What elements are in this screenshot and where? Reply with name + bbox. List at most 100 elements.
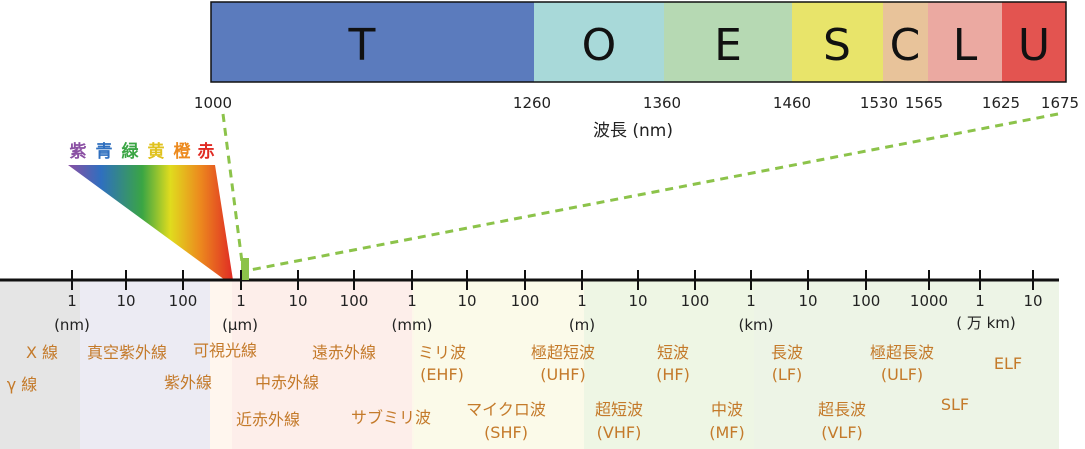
band-letter-c: C	[890, 20, 921, 71]
bg-visible	[210, 280, 232, 449]
region-mf-abbr: (MF)	[709, 423, 745, 442]
region-lf-abbr: (LF)	[772, 365, 803, 384]
region-elf: ELF	[994, 354, 1022, 373]
axis-tick-label: 100	[852, 292, 881, 310]
band-edge-label: 1260	[513, 94, 551, 112]
band-e	[664, 2, 792, 82]
region-vacuum-uv: 真空紫外線	[87, 343, 167, 362]
region-mid-ir: 中赤外線	[255, 373, 319, 392]
region-vhf: 超短波	[595, 400, 643, 419]
region-slf: SLF	[941, 395, 969, 414]
prism-color-red: 赤	[198, 141, 215, 162]
wavelength-axis-label: 波長 (nm)	[593, 121, 673, 141]
band-letter-t: T	[348, 20, 376, 71]
bg-radio-short	[584, 280, 754, 449]
region-ulf-abbr: (ULF)	[881, 365, 923, 384]
band-letter-o: O	[582, 20, 617, 71]
optical-band-bar: T O E S C L U	[210, 1, 1067, 83]
prism-color-yellow: 黄	[148, 141, 165, 162]
unit-label-km: (km)	[738, 316, 773, 334]
band-edge-label: 1360	[643, 94, 681, 112]
wavelength-axis: 1 10 100 1 10 100 1 10 100 1 10 100 1 10 100 1000 1 10	[0, 258, 1059, 310]
axis-tick-label: 1	[577, 292, 587, 310]
region-xray: X 線	[26, 343, 58, 362]
region-millimeter-abbr: (EHF)	[420, 365, 464, 384]
axis-tick-label: 10	[798, 292, 817, 310]
bg-submillimeter	[412, 280, 414, 449]
band-letter-e: E	[714, 20, 742, 71]
region-hf: 短波	[657, 343, 689, 362]
bg-infrared	[232, 280, 412, 449]
bg-xray-gamma	[0, 280, 80, 449]
region-millimeter: ミリ波	[418, 343, 466, 362]
prism-color-green: 緑	[122, 141, 140, 162]
band-o	[534, 2, 664, 82]
visible-prism: 紫 青 緑 黄 橙 赤	[68, 141, 233, 280]
region-far-ir: 遠赤外線	[312, 343, 376, 362]
axis-tick-label: 10	[457, 292, 476, 310]
axis-tick-label: 100	[511, 292, 540, 310]
region-uhf: 極超短波	[531, 343, 595, 362]
band-c	[883, 2, 928, 82]
axis-tick-label: 100	[681, 292, 710, 310]
band-edge-label: 1565	[905, 94, 943, 112]
optical-band-marker	[241, 258, 249, 280]
band-letter-l: L	[953, 20, 978, 71]
band-s	[792, 2, 883, 82]
axis-tick-label: 1	[236, 292, 246, 310]
region-uhf-abbr: (UHF)	[540, 365, 585, 384]
band-u	[1002, 2, 1066, 82]
bg-microwave	[414, 280, 584, 449]
band-letter-u: U	[1018, 20, 1050, 71]
region-vhf-abbr: (VHF)	[597, 423, 642, 442]
axis-tick-label: 1	[407, 292, 417, 310]
bg-ultraviolet	[80, 280, 210, 449]
zoom-guide-lines	[221, 112, 1059, 272]
axis-tick-label: 1	[746, 292, 756, 310]
band-edge-label: 1625	[982, 94, 1020, 112]
rainbow-fan	[68, 165, 233, 280]
unit-label-m: (m)	[569, 316, 595, 334]
axis-tick-label: 10	[1023, 292, 1042, 310]
band-l	[928, 2, 1002, 82]
region-microwave-abbr: (SHF)	[484, 423, 528, 442]
axis-tick-label: 10	[116, 292, 135, 310]
region-vlf: 超長波	[818, 400, 866, 419]
band-edge-label: 1000	[194, 94, 232, 112]
region-visible: 可視光線	[193, 341, 257, 360]
band-edge-label: 1675	[1041, 94, 1079, 112]
region-backgrounds	[0, 280, 1059, 449]
band-edge-label: 1530	[860, 94, 898, 112]
axis-tick-label: 1	[67, 292, 77, 310]
axis-tick-label: 1	[975, 292, 985, 310]
axis-tick-label: 1000	[910, 292, 948, 310]
prism-color-blue: 青	[96, 141, 113, 162]
unit-label-um: (μm)	[222, 316, 258, 334]
prism-color-orange: 橙	[174, 141, 192, 162]
band-bar-outline	[210, 1, 1067, 83]
region-gamma: γ 線	[7, 375, 38, 394]
region-microwave: マイクロ波	[466, 400, 546, 419]
region-hf-abbr: (HF)	[656, 365, 690, 384]
region-uv: 紫外線	[164, 373, 212, 392]
region-lf: 長波	[771, 343, 803, 362]
axis-tick-label: 100	[169, 292, 198, 310]
prism-color-violet: 紫	[70, 141, 87, 162]
region-mf: 中波	[711, 400, 743, 419]
region-submillimeter: サブミリ波	[351, 408, 431, 427]
zoom-line-left	[221, 113, 244, 263]
band-o-background	[211, 2, 534, 82]
bg-radio-long	[754, 280, 1059, 449]
axis-tick-label: 10	[288, 292, 307, 310]
region-labels: X 線 γ 線 真空紫外線 紫外線 可視光線 近赤外線 中赤外線 遠赤外線 サブ…	[7, 341, 1022, 442]
region-near-ir: 近赤外線	[236, 410, 300, 429]
region-vlf-abbr: (VLF)	[821, 423, 863, 442]
unit-label-nm: (nm)	[54, 316, 90, 334]
axis-ticks: 1 10 100 1 10 100 1 10 100 1 10 100 1 10 100 1000 1 10	[67, 270, 1043, 310]
unit-label-10000km: ( 万 km)	[956, 314, 1016, 332]
band-letter-s: S	[823, 20, 851, 71]
unit-label-mm: (mm)	[392, 316, 433, 334]
region-ulf: 極超長波	[870, 343, 934, 362]
band-edge-label: 1460	[773, 94, 811, 112]
